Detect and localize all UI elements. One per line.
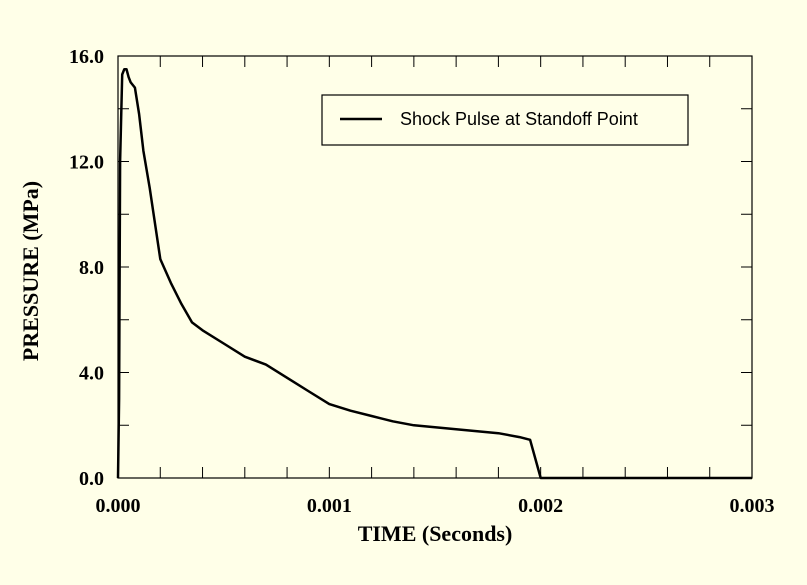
y-tick-label: 4.0: [79, 363, 104, 385]
legend: Shock Pulse at Standoff Point: [321, 94, 689, 146]
y-tick-label: 12.0: [69, 152, 104, 174]
y-axis-title: PRESSURE (MPa): [18, 181, 43, 361]
tick-group: [117, 55, 753, 479]
x-tick-label: 0.001: [307, 495, 352, 517]
y-tick-label: 8.0: [79, 257, 104, 279]
y-tick-label: 16.0: [69, 46, 104, 68]
x-axis-title: TIME (Seconds): [358, 521, 513, 546]
plot-frame: [117, 55, 753, 479]
tick-labels: 0.000 0.001 0.002 0.003 0.0 4.0 8.0 12.0 16.0: [69, 46, 775, 517]
legend-box: [321, 94, 689, 146]
series-layer: [116, 67, 752, 480]
x-tick-label: 0.000: [96, 495, 141, 517]
x-tick-label: 0.002: [518, 495, 563, 517]
legend-label: Shock Pulse at Standoff Point: [400, 109, 638, 129]
series-line-0: [116, 67, 752, 480]
y-tick-label: 0.0: [79, 468, 104, 490]
x-tick-label: 0.003: [730, 495, 775, 517]
